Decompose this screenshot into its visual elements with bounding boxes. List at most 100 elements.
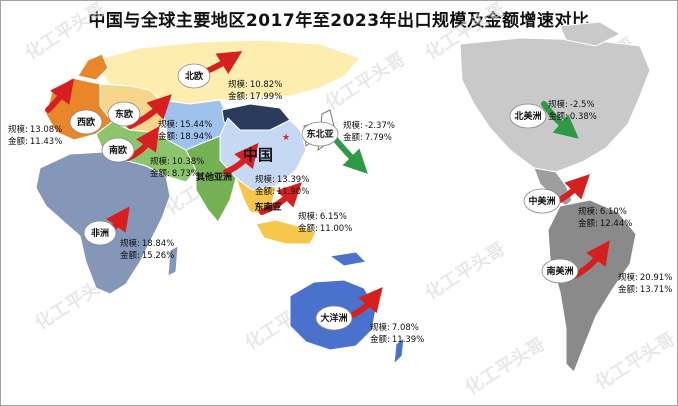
trend-down-arrow bbox=[541, 101, 579, 139]
stats-north-europe: 规模: 10.82% 金额: 17.99% bbox=[228, 79, 282, 102]
trend-up-arrow bbox=[127, 94, 172, 129]
map-title: 中国与全球主要地区2017年至2023年出口规模及金额增速对比 bbox=[88, 11, 590, 31]
amount-value: 18.94% bbox=[180, 132, 212, 142]
amount-value: 15.26% bbox=[142, 251, 174, 261]
scale-value: -2.37% bbox=[365, 121, 395, 131]
svg-text:金额:17.99%: 金额: 17.99% bbox=[228, 91, 282, 102]
region-name-east-europe: 东欧 bbox=[115, 108, 133, 120]
watermark-text: 化工平头哥 bbox=[421, 238, 509, 304]
stats-east-europe: 规模: 15.44% 金额: 18.94% bbox=[158, 119, 212, 142]
amount-label: 金额: bbox=[578, 218, 598, 229]
region-bubble bbox=[301, 121, 339, 147]
scale-label: 规模: bbox=[578, 206, 598, 217]
region-name-north-europe: 北欧 bbox=[185, 70, 203, 82]
amount-label: 金额: bbox=[548, 111, 568, 122]
stats-south-europe: 规模: 10.38% 金额: 8.73% bbox=[150, 156, 204, 179]
region-bubble bbox=[69, 109, 103, 135]
scale-label: 规模: bbox=[618, 272, 638, 283]
amount-value: 11.90% bbox=[277, 187, 309, 197]
amount-value: 13.71% bbox=[640, 285, 672, 295]
amount-value: 12.44% bbox=[600, 219, 632, 229]
scale-label: 规模: bbox=[298, 211, 318, 222]
svg-text:规模:20.91%: 规模: 20.91% bbox=[618, 272, 672, 283]
bubble-layer bbox=[69, 63, 579, 331]
scale-value: 20.91% bbox=[640, 273, 672, 283]
svg-text:规模:10.38%: 规模: 10.38% bbox=[150, 156, 204, 167]
scale-label: 规模: bbox=[343, 120, 363, 131]
amount-value: 11.43% bbox=[30, 137, 62, 147]
svg-text:规模:6.10%: 规模: 6.10% bbox=[578, 206, 627, 217]
svg-text:金额:7.79%: 金额: 7.79% bbox=[343, 132, 392, 143]
amount-label: 金额: bbox=[370, 334, 390, 345]
amount-label: 金额: bbox=[150, 168, 170, 179]
region-bubble bbox=[107, 101, 141, 127]
region-madagascar bbox=[167, 245, 179, 277]
scale-label: 规模: bbox=[228, 79, 248, 90]
trend-up-arrow bbox=[45, 78, 75, 113]
region-bubble bbox=[315, 305, 353, 331]
amount-label: 金额: bbox=[618, 284, 638, 295]
region-name-south-america: 南美洲 bbox=[546, 265, 573, 277]
region-name-south-europe: 南欧 bbox=[109, 144, 127, 156]
stats-southeast-asia: 规模: 6.15% 金额: 11.00% bbox=[298, 211, 352, 234]
region-bubble bbox=[541, 258, 579, 284]
region-new-zealand bbox=[393, 336, 405, 366]
svg-text:规模:13.08%: 规模: 13.08% bbox=[8, 124, 62, 135]
region-scandinavia bbox=[77, 53, 109, 81]
stats-central-america: 规模: 6.10% 金额: 12.44% bbox=[578, 206, 632, 229]
trend-up-arrow bbox=[259, 182, 302, 215]
trend-down-arrow bbox=[333, 137, 368, 174]
stats-oceania: 规模: 7.08% 金额: 11.39% bbox=[370, 322, 424, 345]
scale-label: 规模: bbox=[120, 238, 140, 249]
scale-value: 6.10% bbox=[600, 207, 627, 217]
svg-text:金额:18.94%: 金额: 18.94% bbox=[158, 131, 212, 142]
scale-label: 规模: bbox=[548, 99, 568, 110]
amount-label: 金额: bbox=[298, 223, 318, 234]
amount-label: 金额: bbox=[120, 250, 140, 261]
scale-label: 规模: bbox=[150, 156, 170, 167]
region-bubble bbox=[177, 63, 211, 89]
region-southeast-islands bbox=[255, 219, 317, 245]
scale-label: 规模: bbox=[255, 174, 275, 185]
region-bubble bbox=[101, 137, 135, 163]
watermark-text: 化工平头哥 bbox=[591, 328, 678, 394]
stats-north-america: 规模: -2.5% 金额: 0.38% bbox=[548, 99, 597, 122]
stats-china: 规模: 13.39% 金额: 11.90% bbox=[255, 174, 309, 197]
scale-value: 7.08% bbox=[392, 323, 419, 333]
region-name-layer: 北欧 东欧 西欧 南欧 中国 东北亚 其他亚洲 东南亚 非洲 大洋洲 北美洲 中… bbox=[77, 70, 574, 324]
svg-text:规模:13.39%: 规模: 13.39% bbox=[255, 174, 309, 185]
scale-value: 13.08% bbox=[30, 125, 62, 135]
scale-label: 规模: bbox=[370, 322, 390, 333]
scale-value: 6.15% bbox=[320, 212, 347, 222]
region-new-guinea bbox=[328, 251, 368, 267]
svg-text:金额:11.00%: 金额: 11.00% bbox=[298, 223, 352, 234]
region-name-southeast-asia: 东南亚 bbox=[254, 201, 281, 213]
svg-text:金额:12.44%: 金额: 12.44% bbox=[578, 218, 632, 229]
trend-up-arrow bbox=[223, 142, 259, 175]
region-name-northeast-asia: 东北亚 bbox=[306, 128, 333, 140]
amount-value: 11.39% bbox=[392, 335, 424, 345]
svg-text:金额:8.73%: 金额: 8.73% bbox=[150, 168, 199, 179]
region-name-oceania: 大洋洲 bbox=[320, 312, 347, 324]
region-other-asia bbox=[185, 135, 237, 223]
stats-west-europe: 规模: 13.08% 金额: 11.43% bbox=[8, 124, 62, 147]
svg-text:规模:18.84%: 规模: 18.84% bbox=[120, 238, 174, 249]
amount-value: 17.99% bbox=[250, 92, 282, 102]
svg-text:规模:15.44%: 规模: 15.44% bbox=[158, 119, 212, 130]
svg-text:规模:7.08%: 规模: 7.08% bbox=[370, 322, 419, 333]
amount-value: 7.79% bbox=[365, 133, 392, 143]
region-name-africa: 非洲 bbox=[91, 227, 109, 239]
scale-value: 10.38% bbox=[172, 157, 204, 167]
scale-value: -2.5% bbox=[570, 100, 595, 110]
region-name-central-america: 中美洲 bbox=[528, 195, 555, 207]
watermark-text: 化工平头哥 bbox=[21, 0, 109, 64]
svg-text:规模:6.15%: 规模: 6.15% bbox=[298, 211, 347, 222]
svg-text:金额:13.71%: 金额: 13.71% bbox=[618, 284, 672, 295]
amount-label: 金额: bbox=[343, 132, 363, 143]
svg-text:金额:15.26%: 金额: 15.26% bbox=[120, 250, 174, 261]
svg-text:金额:11.39%: 金额: 11.39% bbox=[370, 334, 424, 345]
amount-label: 金额: bbox=[228, 91, 248, 102]
stats-africa: 规模: 18.84% 金额: 15.26% bbox=[120, 238, 174, 261]
amount-value: 0.38% bbox=[570, 112, 597, 122]
